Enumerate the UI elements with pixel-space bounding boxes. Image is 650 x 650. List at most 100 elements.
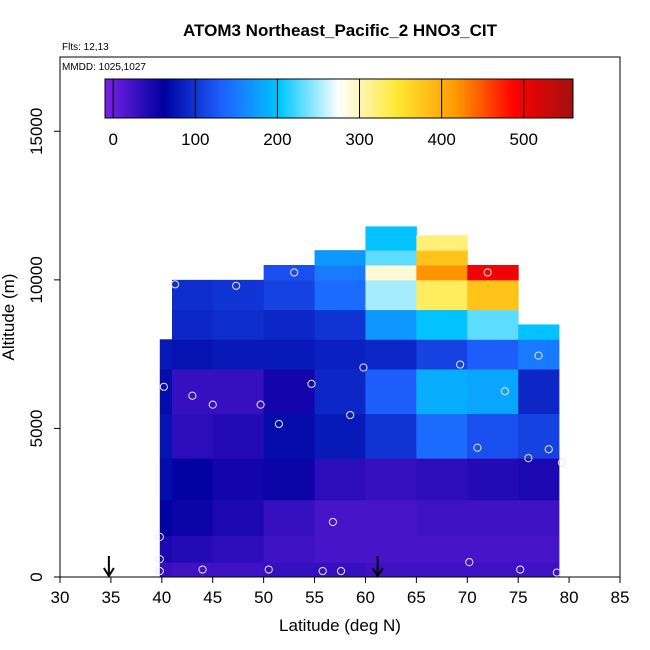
heatmap-cell <box>365 535 417 563</box>
heatmap-cell <box>365 265 417 281</box>
sample-point <box>473 443 482 452</box>
heatmap-cell <box>159 369 173 415</box>
heatmap-cell <box>314 250 366 266</box>
heatmap-cell <box>467 413 519 459</box>
heatmap-cells <box>159 226 560 578</box>
heatmap-cell <box>212 413 265 459</box>
sample-point <box>155 532 164 541</box>
colorbar-tick-label: 400 <box>427 130 455 149</box>
heatmap-cell <box>159 413 173 459</box>
sample-point <box>465 558 474 567</box>
heatmap-cell <box>467 279 519 311</box>
heatmap-cell <box>416 562 468 578</box>
heatmap-cell <box>518 535 560 563</box>
heatmap-cell <box>314 265 366 281</box>
x-tick-label: 30 <box>51 588 70 607</box>
sample-point <box>208 400 217 409</box>
heatmap-cell <box>467 535 519 563</box>
colorbar-tick-label: 500 <box>510 130 538 149</box>
heatmap-cell <box>172 369 214 415</box>
heatmap-cell <box>212 535 265 563</box>
heatmap-cell <box>365 250 417 266</box>
sample-point <box>264 565 273 574</box>
heatmap-cell <box>263 535 316 563</box>
heatmap-cell <box>518 369 560 415</box>
sample-point <box>346 410 355 420</box>
heatmap-cell <box>172 458 214 501</box>
sample-point <box>318 566 327 576</box>
sample-point <box>256 400 265 409</box>
latitude-arrow-head <box>371 567 384 578</box>
heatmap-cell <box>467 458 519 501</box>
heatmap-cell <box>518 562 560 578</box>
heatmap-cell <box>467 499 519 536</box>
heatmap-cell <box>263 499 316 536</box>
heatmap-cell <box>365 458 417 501</box>
heatmap-cell <box>172 499 214 536</box>
heatmap-cell <box>263 339 316 370</box>
x-tick-label: 50 <box>254 588 273 607</box>
heatmap-cell <box>212 279 265 311</box>
x-tick-label: 55 <box>305 588 324 607</box>
heatmap-cell <box>212 309 265 340</box>
heatmap-cell <box>314 413 366 459</box>
x-tick-label: 80 <box>560 588 579 607</box>
sample-point <box>557 458 567 467</box>
sample-point <box>198 565 207 574</box>
heatmap-cell <box>467 562 519 578</box>
sample-point <box>274 419 284 429</box>
heatmap-cell <box>416 309 468 340</box>
sample-point <box>232 281 241 290</box>
heatmap-cell <box>263 309 316 340</box>
heatmap-cell <box>314 339 366 370</box>
y-tick-label: 15000 <box>27 108 46 155</box>
sample-point <box>328 517 337 527</box>
chart-title: ATOM3 Northeast_Pacific_2 HNO3_CIT <box>183 21 498 40</box>
heatmap-cell <box>365 499 417 536</box>
sample-point <box>159 382 168 391</box>
heatmap-cell <box>365 309 417 340</box>
heatmap-cell <box>212 369 265 415</box>
colorbar: 0 100 200 300 400 500 <box>104 78 574 149</box>
heatmap-cell <box>416 265 468 281</box>
sample-point <box>307 379 316 388</box>
sample-point <box>170 280 180 289</box>
x-tick-label: 70 <box>458 588 477 607</box>
y-axis: 0 5000 10000 15000 <box>27 108 60 582</box>
heatmap-cell <box>159 499 173 536</box>
heatmap-cell <box>212 499 265 536</box>
heatmap-cell <box>263 458 316 501</box>
heatmap-cell <box>314 562 366 578</box>
heatmap-cell <box>314 499 366 536</box>
sample-point <box>188 391 197 400</box>
flights-annotation: Flts: 12,13 <box>62 42 109 53</box>
sample-point <box>155 555 164 564</box>
heatmap-cell <box>172 309 214 340</box>
sample-point <box>500 387 510 396</box>
x-tick-label: 40 <box>152 588 171 607</box>
heatmap-cell <box>467 265 519 281</box>
colorbar-tick-label: 0 <box>108 130 117 149</box>
heatmap-cell <box>365 413 417 459</box>
sample-point <box>534 351 543 360</box>
y-tick-label: 0 <box>27 572 46 581</box>
heatmap-cell <box>212 339 265 370</box>
heatmap-cell <box>159 535 173 563</box>
x-tick-label: 35 <box>101 588 120 607</box>
colorbar-gradient <box>104 78 574 119</box>
heatmap-cell <box>212 562 265 578</box>
x-tick-label: 45 <box>203 588 222 607</box>
colorbar-tick-label: 200 <box>263 130 291 149</box>
latitude-arrow-head <box>103 567 115 578</box>
sample-point <box>336 566 346 576</box>
heatmap-cell <box>212 458 265 501</box>
heatmap-cell <box>416 250 468 266</box>
heatmap-cell <box>416 339 468 370</box>
heatmap-cell <box>263 413 316 459</box>
date-annotation: MMDD: 1025,1027 <box>62 62 146 73</box>
heatmap-cell <box>263 265 316 281</box>
heatmap-cell <box>416 413 468 459</box>
heatmap-cell <box>365 369 417 415</box>
heatmap-cell <box>314 369 366 415</box>
heatmap-cell <box>365 279 417 311</box>
